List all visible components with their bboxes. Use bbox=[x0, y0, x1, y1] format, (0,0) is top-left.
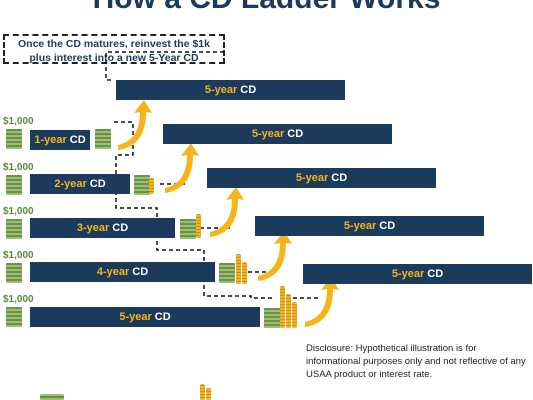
cd-suffix: CD bbox=[287, 128, 304, 140]
cash-stack-icon bbox=[6, 129, 22, 149]
amount-label: $1,000 bbox=[3, 162, 34, 173]
cd-bar-4-year: 4-year CD bbox=[30, 262, 215, 282]
cd-term: 5-year bbox=[295, 172, 329, 184]
cd-bar-1-year: 1-year CD bbox=[30, 130, 90, 150]
cd-term: 5-year bbox=[119, 311, 152, 323]
cd-bar-5-year: 5-year CD bbox=[30, 307, 260, 327]
cd-suffix: CD bbox=[112, 222, 129, 234]
reinvested-cd-bar-3: 5-year CD bbox=[207, 168, 436, 188]
cd-term: 5-year bbox=[204, 84, 238, 96]
cash-stack-icon bbox=[219, 263, 235, 283]
cash-stack-icon bbox=[180, 219, 196, 239]
cash-stack-icon bbox=[95, 129, 111, 149]
reinvested-cd-bar-4: 5-year CD bbox=[255, 216, 484, 236]
cd-suffix: CD bbox=[379, 220, 396, 232]
coin-stack-icon bbox=[286, 294, 291, 328]
cd-suffix: CD bbox=[89, 178, 106, 190]
cash-stack-icon bbox=[6, 175, 22, 195]
coin-stack-icon bbox=[196, 214, 201, 238]
reinvest-callout: Once the CD matures, reinvest the $1k pl… bbox=[3, 34, 225, 64]
amount-label: $1,000 bbox=[3, 116, 34, 127]
cd-term: 2-year bbox=[54, 178, 87, 190]
cash-stack-icon bbox=[6, 307, 22, 327]
reinvest-arrows bbox=[118, 100, 339, 327]
cash-stack-icon bbox=[6, 219, 22, 239]
cash-stack-icon bbox=[134, 175, 150, 195]
coin-stack-icon bbox=[292, 302, 297, 328]
reinvested-cd-bar-1: 5-year CD bbox=[116, 80, 345, 100]
disclaimer-text: Disclosure: Hypothetical illustration is… bbox=[306, 343, 526, 380]
amount-label: $1,000 bbox=[3, 294, 34, 305]
cd-suffix: CD bbox=[69, 134, 86, 146]
cd-bar-2-year: 2-year CD bbox=[30, 174, 130, 194]
callout-line-2: plus interest into a new 5-Year CD bbox=[29, 52, 199, 64]
cd-term: 4-year bbox=[96, 266, 130, 278]
cash-stack-icon bbox=[40, 394, 64, 400]
coin-stack-icon bbox=[242, 262, 247, 284]
cd-suffix: CD bbox=[240, 84, 257, 96]
cash-stack-icon bbox=[264, 308, 280, 328]
cd-suffix: CD bbox=[331, 172, 348, 184]
cd-term: 3-year bbox=[76, 222, 110, 234]
cd-suffix: CD bbox=[427, 268, 444, 280]
page-title: How a CD Ladder Works bbox=[0, 0, 533, 16]
cd-bar-3-year: 3-year CD bbox=[30, 218, 175, 238]
cd-suffix: CD bbox=[132, 266, 149, 278]
callout-connector bbox=[105, 51, 224, 81]
coin-stack-icon bbox=[200, 384, 205, 400]
cash-stack-icon bbox=[6, 263, 22, 283]
coin-stack-icon bbox=[149, 178, 154, 194]
coin-stack-icon bbox=[236, 254, 241, 284]
cd-term: 5-year bbox=[343, 220, 377, 232]
cd-suffix: CD bbox=[154, 311, 171, 323]
callout-line-1: Once the CD matures, reinvest the $1k bbox=[18, 38, 210, 50]
amount-label: $1,000 bbox=[3, 250, 34, 261]
coin-stack-icon bbox=[280, 286, 285, 328]
coin-stack-icon bbox=[206, 388, 211, 400]
cd-term: 5-year bbox=[391, 268, 425, 280]
cd-term: 1-year bbox=[34, 134, 67, 146]
reinvested-cd-bar-5: 5-year CD bbox=[303, 264, 532, 284]
amount-label: $1,000 bbox=[3, 206, 34, 217]
cd-term: 5-year bbox=[251, 128, 285, 140]
reinvested-cd-bar-2: 5-year CD bbox=[163, 124, 392, 144]
